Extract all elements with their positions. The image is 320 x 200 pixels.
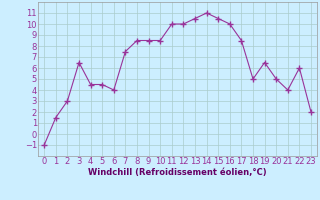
X-axis label: Windchill (Refroidissement éolien,°C): Windchill (Refroidissement éolien,°C) [88, 168, 267, 177]
